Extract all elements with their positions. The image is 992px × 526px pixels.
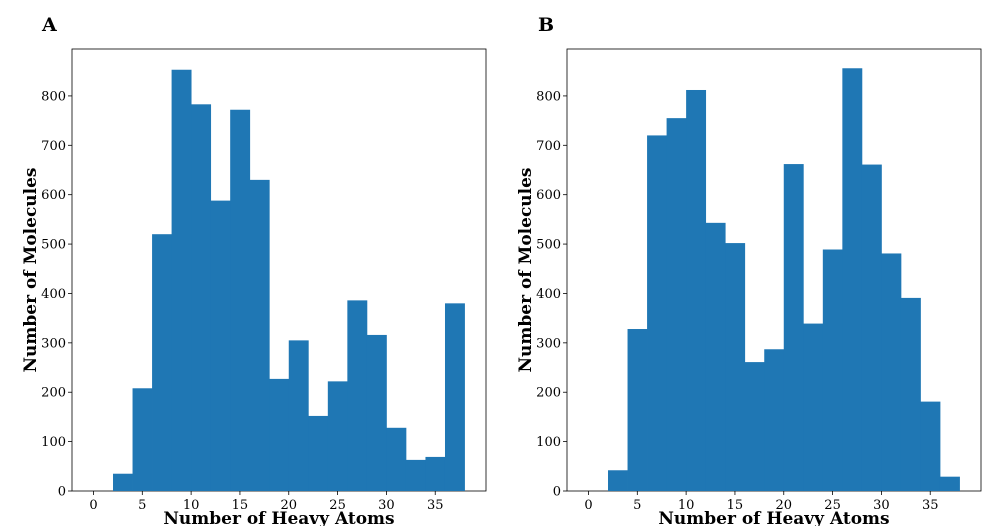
histogram-bar-b-5 [686,89,707,492]
histogram-bar-a-3 [152,234,172,491]
x-tick-label-a-30: 30 [378,498,395,513]
x-axis-label-b: Number of Heavy Atoms [658,509,889,526]
panel-letter-a: A [41,14,57,36]
histogram-bar-a-5 [191,104,212,491]
histogram-bar-a-6 [210,200,231,492]
histogram-bar-b-17 [920,401,941,491]
y-tick-label-a-700: 700 [41,139,66,154]
y-tick-label-a-0: 0 [58,485,66,500]
histogram-bar-a-15 [386,427,407,491]
histogram-bar-b-4 [666,118,687,491]
x-tick-label-a-25: 25 [329,498,346,513]
y-tick-label-a-400: 400 [41,287,66,302]
y-tick-label-b-400: 400 [536,287,561,302]
y-tick-label-a-600: 600 [41,188,66,203]
histogram-bar-b-18 [939,476,960,491]
histogram-bar-a-12 [327,381,348,491]
x-tick-label-a-10: 10 [183,498,200,513]
histogram-bar-a-10 [288,340,309,491]
x-ticks-b: 0 5 10 15 20 25 30 35 [584,491,938,513]
y-tick-label-a-200: 200 [41,386,66,401]
histogram-bar-b-16 [900,297,921,491]
x-tick-label-b-20: 20 [775,498,792,513]
bars-b [608,68,960,492]
histogram-bar-b-13 [842,68,863,491]
histogram-bar-b-7 [725,243,746,491]
x-tick-label-a-0: 0 [89,498,97,513]
histogram-bar-a-11 [308,415,329,491]
histogram-bar-b-3 [647,135,667,492]
histogram-bar-a-13 [347,300,368,491]
x-tick-label-b-25: 25 [824,498,841,513]
x-tick-label-b-30: 30 [873,498,890,513]
histogram-bar-a-8 [249,179,270,491]
histogram-panel-a: A 0 5 10 15 20 25 30 35 0 100 200 300 400 500 600 700 8… [21,14,487,526]
histogram-bar-b-8 [744,362,765,491]
x-tick-label-b-10: 10 [678,498,695,513]
histogram-bar-b-15 [881,253,902,491]
y-tick-label-a-800: 800 [41,89,66,104]
x-tick-label-a-15: 15 [232,498,249,513]
x-axis-label-a: Number of Heavy Atoms [163,509,394,526]
histogram-bar-b-14 [861,164,882,491]
y-tick-label-b-100: 100 [536,435,561,450]
x-tick-label-a-35: 35 [427,498,444,513]
y-tick-label-b-300: 300 [536,336,561,351]
x-tick-label-b-5: 5 [633,498,641,513]
x-tick-label-a-5: 5 [138,498,146,513]
y-tick-label-a-300: 300 [41,336,66,351]
x-tick-label-a-20: 20 [280,498,297,513]
y-axis-label-a: Number of Molecules [21,167,41,372]
y-tick-label-a-100: 100 [41,435,66,450]
y-ticks-b: 0 100 200 300 400 500 600 700 800 [536,89,567,500]
y-tick-label-a-500: 500 [41,238,66,253]
histogram-bar-a-18 [444,303,465,491]
x-tick-label-b-0: 0 [584,498,592,513]
y-tick-label-b-700: 700 [536,139,561,154]
y-ticks-a: 0 100 200 300 400 500 600 700 800 [41,89,72,500]
histogram-bar-b-11 [803,323,824,491]
histogram-bar-b-6 [705,222,726,491]
histogram-bar-a-16 [405,459,426,491]
x-tick-label-b-35: 35 [922,498,939,513]
histogram-bar-a-7 [230,109,251,492]
y-tick-label-b-200: 200 [536,386,561,401]
x-ticks-a: 0 5 10 15 20 25 30 35 [89,491,443,513]
histogram-bar-b-2 [627,329,648,491]
bars-a [113,69,465,492]
histogram-bar-b-9 [764,349,785,491]
y-axis-label-b: Number of Molecules [516,167,536,372]
y-tick-label-b-800: 800 [536,89,561,104]
y-tick-label-b-500: 500 [536,238,561,253]
histogram-bar-b-10 [783,164,804,491]
y-tick-label-b-0: 0 [553,485,561,500]
histogram-bar-a-9 [269,378,290,491]
panel-letter-b: B [538,14,554,36]
histogram-bar-a-17 [425,456,446,491]
histogram-bar-a-4 [171,69,192,492]
y-tick-label-b-600: 600 [536,188,561,203]
histogram-bar-a-2 [132,388,153,491]
x-tick-label-b-15: 15 [727,498,744,513]
histogram-bar-b-1 [608,470,628,491]
histogram-panel-b: B 0 5 10 15 20 25 30 35 0 100 200 300 400 500 600 700 8… [516,14,982,526]
histogram-bar-a-14 [366,334,387,491]
histogram-bar-a-1 [113,473,133,491]
histogram-bar-b-12 [822,249,843,491]
